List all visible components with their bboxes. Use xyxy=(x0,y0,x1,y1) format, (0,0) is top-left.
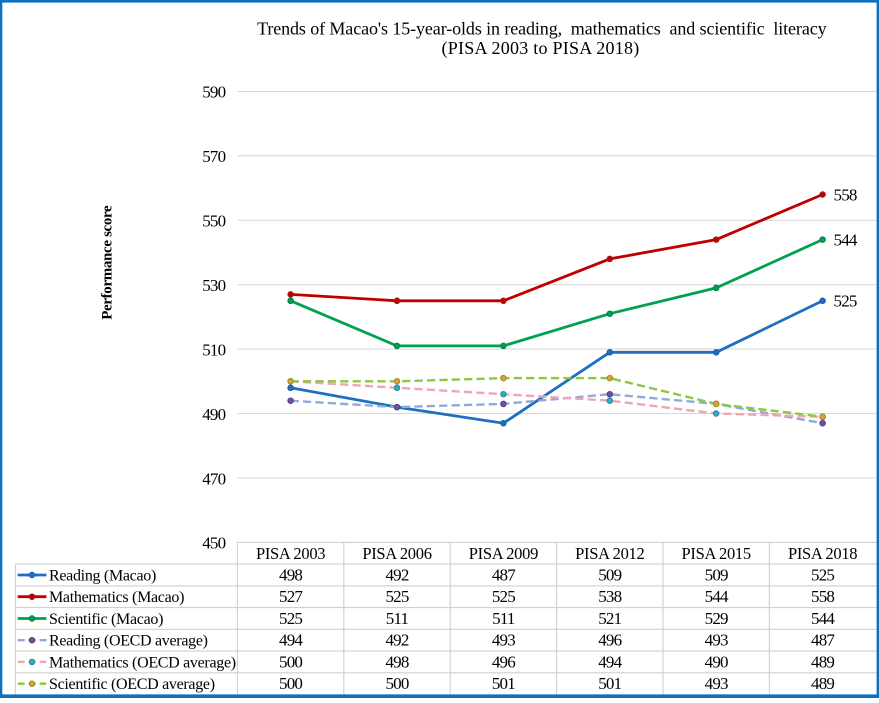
svg-text:550: 550 xyxy=(202,212,225,231)
svg-text:501: 501 xyxy=(598,674,621,693)
svg-text:489: 489 xyxy=(811,674,834,693)
svg-text:PISA 2006: PISA 2006 xyxy=(362,544,431,563)
svg-text:489: 489 xyxy=(811,652,834,671)
svg-text:Reading (OECD average): Reading (OECD average) xyxy=(49,633,208,650)
svg-text:PISA 2003: PISA 2003 xyxy=(256,544,325,563)
svg-text:529: 529 xyxy=(705,609,728,628)
svg-text:511: 511 xyxy=(492,609,515,628)
svg-text:521: 521 xyxy=(598,609,621,628)
svg-text:492: 492 xyxy=(385,631,408,650)
svg-text:492: 492 xyxy=(385,566,408,585)
svg-text:525: 525 xyxy=(834,292,857,311)
svg-text:558: 558 xyxy=(834,185,857,204)
svg-text:500: 500 xyxy=(279,674,302,693)
svg-text:544: 544 xyxy=(811,609,835,628)
svg-text:Performance score: Performance score xyxy=(100,205,116,320)
svg-text:493: 493 xyxy=(705,674,728,693)
svg-text:525: 525 xyxy=(385,587,408,606)
svg-text:Scientific (Macao): Scientific (Macao) xyxy=(49,611,163,628)
svg-text:450: 450 xyxy=(202,534,225,553)
svg-text:PISA 2009: PISA 2009 xyxy=(469,544,538,563)
svg-text:PISA 2015: PISA 2015 xyxy=(682,544,751,563)
svg-text:510: 510 xyxy=(202,340,225,359)
svg-text:527: 527 xyxy=(279,587,303,606)
svg-text:(PISA 2003 to PISA 2018): (PISA 2003 to PISA 2018) xyxy=(441,38,639,59)
svg-text:501: 501 xyxy=(492,674,515,693)
svg-text:490: 490 xyxy=(202,405,225,424)
svg-text:Scientific (OECD average): Scientific (OECD average) xyxy=(49,676,215,693)
svg-text:470: 470 xyxy=(202,469,225,488)
svg-text:544: 544 xyxy=(705,587,729,606)
svg-text:Mathematics (Macao): Mathematics (Macao) xyxy=(49,589,184,606)
svg-text:498: 498 xyxy=(385,652,408,671)
svg-text:525: 525 xyxy=(811,566,834,585)
svg-text:544: 544 xyxy=(834,230,858,249)
svg-text:538: 538 xyxy=(598,587,621,606)
svg-text:496: 496 xyxy=(492,652,515,671)
svg-text:487: 487 xyxy=(811,631,835,650)
svg-text:509: 509 xyxy=(598,566,621,585)
svg-text:509: 509 xyxy=(705,566,728,585)
svg-text:500: 500 xyxy=(279,652,302,671)
svg-text:590: 590 xyxy=(202,83,225,102)
svg-text:Reading (Macao): Reading (Macao) xyxy=(49,568,156,585)
svg-text:494: 494 xyxy=(598,652,622,671)
svg-text:558: 558 xyxy=(811,587,834,606)
svg-text:530: 530 xyxy=(202,276,225,295)
svg-text:525: 525 xyxy=(279,609,302,628)
svg-text:Mathematics (OECD average): Mathematics (OECD average) xyxy=(49,654,236,671)
svg-text:PISA 2018: PISA 2018 xyxy=(788,544,857,563)
svg-text:570: 570 xyxy=(202,147,225,166)
svg-text:494: 494 xyxy=(279,631,303,650)
svg-text:Trends of Macao's 15-year-olds: Trends of Macao's 15-year-olds in readin… xyxy=(257,19,827,39)
svg-text:498: 498 xyxy=(279,566,302,585)
svg-text:525: 525 xyxy=(492,587,515,606)
svg-text:487: 487 xyxy=(492,566,516,585)
svg-text:493: 493 xyxy=(492,631,515,650)
svg-text:493: 493 xyxy=(705,631,728,650)
svg-text:496: 496 xyxy=(598,631,621,650)
svg-text:490: 490 xyxy=(705,652,728,671)
svg-text:500: 500 xyxy=(385,674,408,693)
svg-text:PISA 2012: PISA 2012 xyxy=(575,544,644,563)
svg-text:511: 511 xyxy=(386,609,409,628)
